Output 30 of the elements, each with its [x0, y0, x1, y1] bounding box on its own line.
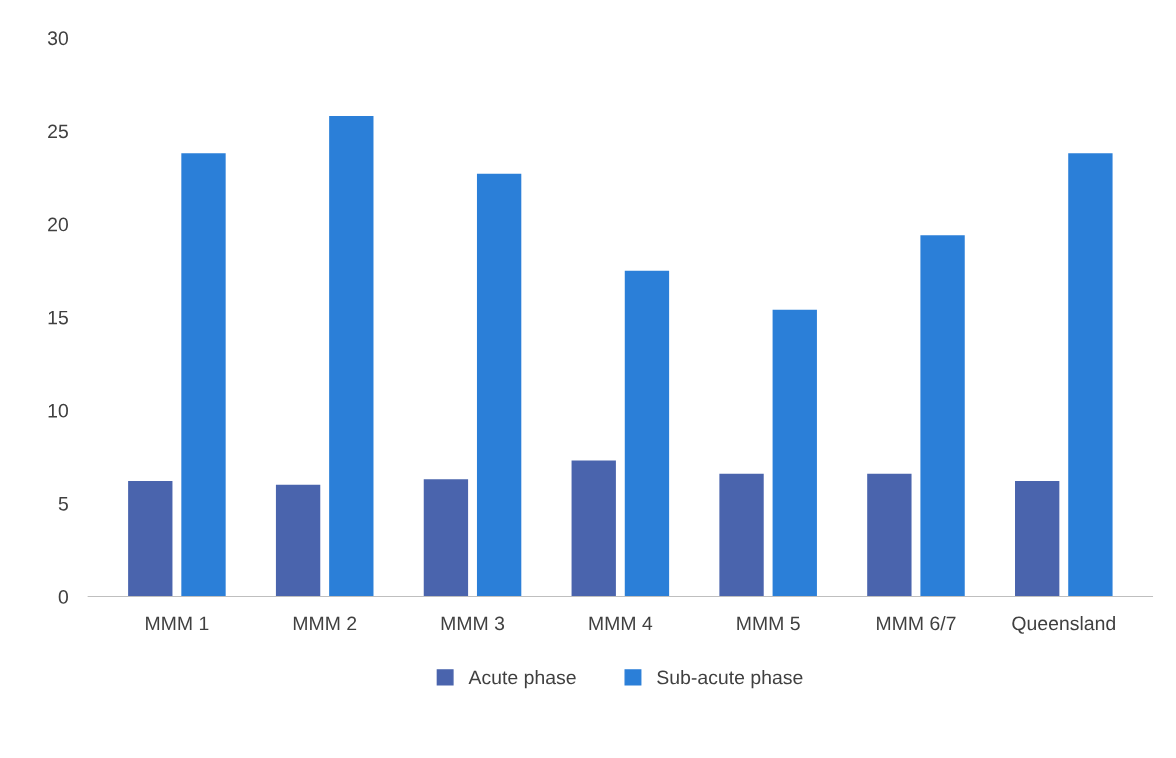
y-tick-label: 25	[48, 124, 68, 139]
y-tick-label: 0	[58, 590, 68, 604]
x-tick-label: Queensland	[1012, 615, 1115, 634]
bar	[719, 473, 764, 597]
x-tick-label: MMM 2	[293, 616, 357, 631]
y-tick-label: 5	[58, 497, 68, 511]
bar	[624, 270, 670, 597]
bar	[920, 235, 965, 597]
y-tick-label: 20	[48, 217, 68, 232]
bar	[1015, 481, 1060, 597]
bar	[1068, 153, 1113, 597]
bar	[181, 153, 226, 597]
x-tick-label: MMM 5	[737, 616, 800, 631]
legend-label: Acute phase	[468, 670, 576, 689]
x-tick-label: MMM 1	[146, 616, 209, 631]
bar	[772, 309, 817, 597]
bar	[423, 479, 469, 597]
y-tick-label: 15	[48, 310, 68, 325]
bar	[128, 481, 173, 597]
x-tick-label: MMM 4	[589, 616, 653, 631]
bar	[571, 460, 616, 597]
y-tick-label: 10	[48, 403, 68, 418]
bar	[867, 473, 912, 597]
x-tick-label: MMM 3	[441, 616, 505, 631]
bar	[476, 173, 522, 597]
bar	[275, 484, 321, 597]
legend-label: Sub-acute phase	[657, 670, 803, 689]
y-tick-label: 30	[47, 31, 68, 46]
x-tick-label: MMM 6/7	[877, 615, 956, 631]
bar	[329, 116, 374, 597]
